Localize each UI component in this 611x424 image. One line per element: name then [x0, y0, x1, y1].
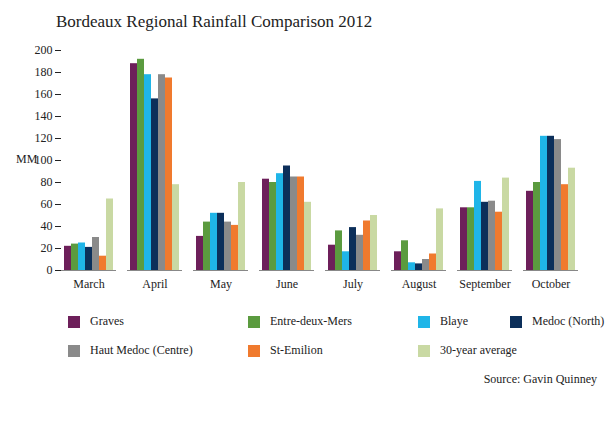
svg-text:140: 140: [35, 109, 53, 123]
svg-text:40: 40: [41, 219, 53, 233]
svg-text:120: 120: [35, 131, 53, 145]
svg-text:June: June: [276, 277, 298, 291]
svg-text:August: August: [402, 277, 437, 291]
html-text:Entre-deux-Mers: Entre-deux-Mers: [270, 314, 352, 328]
svg-text:April: April: [142, 277, 168, 291]
svg-text:160: 160: [35, 87, 53, 101]
svg-text:80: 80: [41, 175, 53, 189]
html-text:Graves: Graves: [90, 314, 124, 328]
html-text:Medoc (North): Medoc (North): [532, 314, 605, 328]
svg-text:180: 180: [35, 65, 53, 79]
html-text:Bordeaux Regional Rainfall Com: Bordeaux Regional Rainfall Comparison 20…: [56, 12, 373, 31]
html-text:Source: Gavin Quinney: Source: Gavin Quinney: [483, 372, 597, 386]
html-text:Blaye: Blaye: [440, 314, 468, 328]
svg-text:July: July: [343, 277, 363, 291]
svg-text:20: 20: [41, 241, 53, 255]
html-text:MM: MM: [16, 152, 38, 166]
svg-text:200: 200: [35, 43, 53, 57]
svg-text:0: 0: [47, 263, 53, 277]
html-text:St-Emilion: St-Emilion: [270, 343, 323, 357]
svg-text:March: March: [73, 277, 104, 291]
html-text:30-year average: 30-year average: [440, 343, 517, 357]
svg-text:100: 100: [35, 153, 53, 167]
html-text:Haut Medoc (Centre): Haut Medoc (Centre): [90, 343, 193, 357]
svg-text:October: October: [532, 277, 571, 291]
svg-text:September: September: [459, 277, 510, 291]
svg-text:60: 60: [41, 197, 53, 211]
svg-text:May: May: [210, 277, 232, 291]
